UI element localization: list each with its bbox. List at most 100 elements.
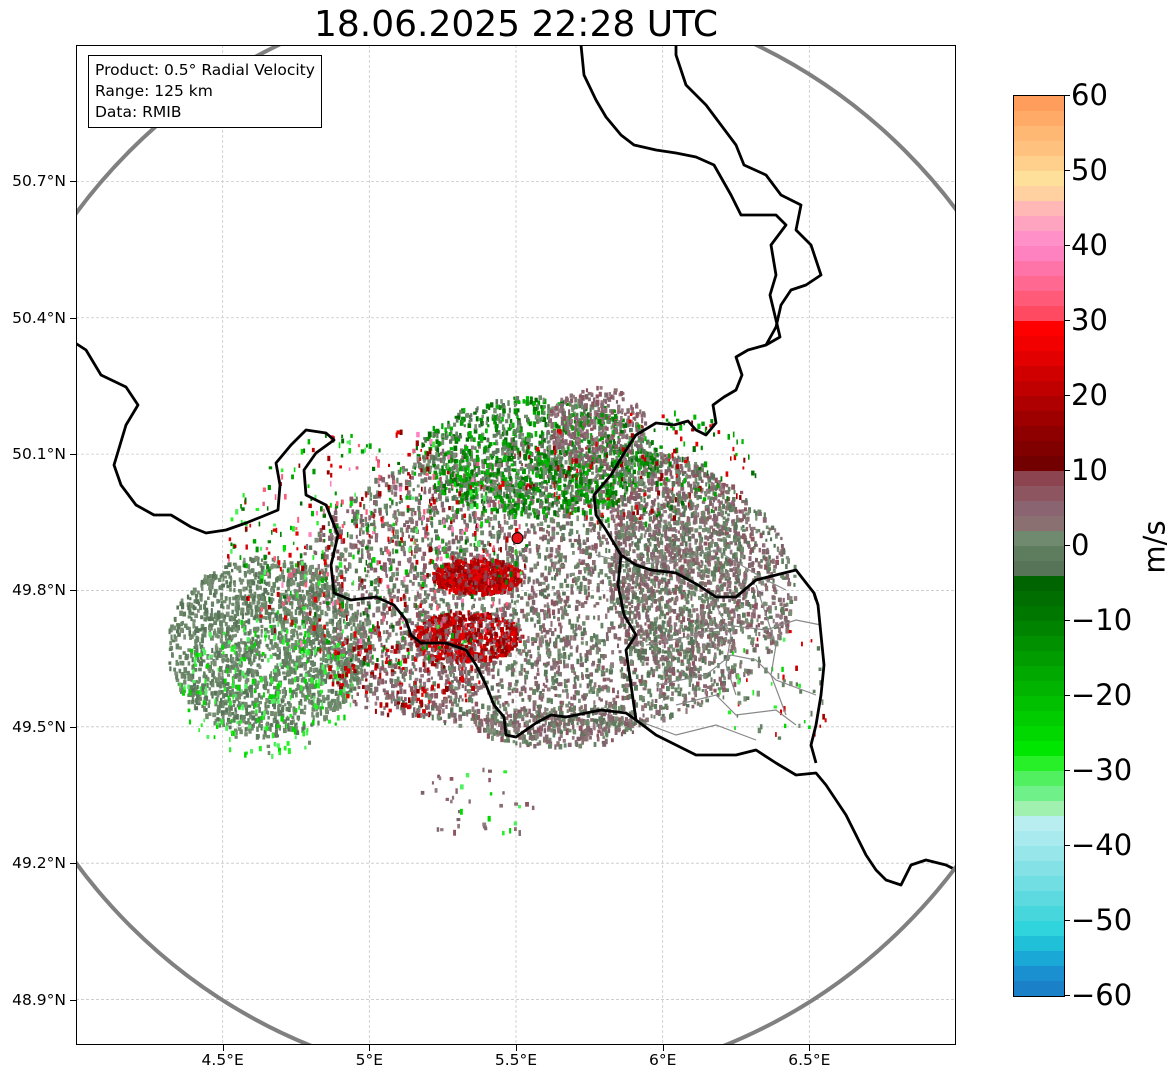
colorbar-tick-label: 50 [1071, 153, 1108, 187]
colorbar-segment [1014, 966, 1064, 981]
x-tick-mark [516, 1045, 517, 1051]
radar-site-marker [511, 532, 524, 545]
colorbar-segment [1014, 861, 1064, 876]
border-lux-south [809, 592, 826, 764]
colorbar-segment [1014, 651, 1064, 666]
colorbar-tick-label: 40 [1071, 228, 1108, 262]
colorbar-segment [1014, 741, 1064, 756]
colorbar-tick-mark [1064, 470, 1070, 471]
colorbar-segment [1014, 426, 1064, 441]
colorbar-tick-label: −30 [1071, 753, 1133, 787]
colorbar-tick-label: −60 [1071, 978, 1133, 1012]
colorbar-segment [1014, 396, 1064, 411]
colorbar-segment [1014, 606, 1064, 621]
x-tick-label: 5°E [355, 1051, 384, 1069]
y-tick-label: 49.5°N [12, 717, 66, 736]
y-tick-mark [70, 317, 76, 319]
colorbar-segment [1014, 576, 1064, 591]
y-tick-mark [70, 999, 76, 1001]
colorbar-segment [1014, 906, 1064, 921]
colorbar-tick-mark [1064, 695, 1070, 696]
colorbar-segment [1014, 816, 1064, 831]
colorbar-tick-mark [1064, 920, 1070, 921]
colorbar-segment [1014, 171, 1064, 186]
colorbar-segment [1014, 516, 1064, 531]
colorbar-segment [1014, 621, 1064, 636]
y-tick-label: 50.7°N [12, 172, 66, 191]
border-lux-fr-de [635, 718, 956, 887]
colorbar-tick-label: −10 [1071, 603, 1133, 637]
colorbar-segment [1014, 156, 1064, 171]
colorbar-segment [1014, 876, 1064, 891]
x-tick-mark [369, 1045, 371, 1051]
colorbar-segment [1014, 561, 1064, 576]
colorbar-segment [1014, 381, 1064, 396]
colorbar-segment [1014, 336, 1064, 351]
colorbar-tick-label: −40 [1071, 828, 1133, 862]
colorbar-segment [1014, 231, 1064, 246]
colorbar-segment [1014, 291, 1064, 306]
map-area[interactable] [76, 45, 956, 1045]
border-luxembourg-germany [620, 553, 818, 601]
colorbar-segment [1014, 726, 1064, 741]
range-label: Range: 125 km [95, 82, 213, 100]
colorbar-segment [1014, 981, 1064, 996]
colorbar-tick-label: 10 [1071, 453, 1108, 487]
colorbar-tick-mark [1064, 95, 1070, 96]
colorbar-segment [1014, 96, 1064, 111]
colorbar-segment [1014, 546, 1064, 561]
colorbar-segment [1014, 891, 1064, 906]
colorbar-segment [1014, 531, 1064, 546]
colorbar-segment [1014, 411, 1064, 426]
y-tick-mark [70, 726, 76, 728]
data-source-label: Data: RMIB [95, 103, 182, 121]
colorbar-tick-mark [1064, 245, 1070, 246]
colorbar-tick-mark [1064, 845, 1070, 846]
colorbar-segment [1014, 276, 1064, 291]
x-tick-label: 6.5°E [788, 1051, 831, 1069]
colorbar-segment [1014, 696, 1064, 711]
colorbar-tick-mark [1064, 320, 1070, 321]
colorbar-segment [1014, 486, 1064, 501]
y-tick-label: 49.2°N [12, 854, 66, 873]
colorbar-tick-label: −50 [1071, 903, 1133, 937]
country-borders [76, 45, 956, 887]
colorbar-segment [1014, 111, 1064, 126]
colorbar-segment [1014, 126, 1064, 141]
colorbar-segment [1014, 141, 1064, 156]
colorbar-tick-label: 30 [1071, 303, 1108, 337]
y-tick-mark [70, 454, 76, 456]
colorbar-tick-mark [1064, 170, 1070, 171]
colorbar-segment [1014, 681, 1064, 696]
colorbar-segment [1014, 441, 1064, 456]
x-tick-mark [662, 1045, 664, 1051]
colorbar-tick-mark [1064, 995, 1070, 996]
colorbar-segment [1014, 261, 1064, 276]
colorbar-segment [1014, 786, 1064, 801]
colorbar-tick-mark [1064, 770, 1070, 771]
colorbar-segment [1014, 246, 1064, 261]
colorbar-segment [1014, 501, 1064, 516]
colorbar-tick-mark [1064, 620, 1070, 621]
radar-map [76, 45, 956, 1045]
colorbar-segment [1014, 201, 1064, 216]
colorbar-segment [1014, 186, 1064, 201]
border-france-belgium [76, 341, 637, 739]
colorbar-segment [1014, 666, 1064, 681]
colorbar-tick-mark [1064, 395, 1070, 396]
border-germany-east [674, 45, 823, 346]
y-tick-label: 50.1°N [12, 445, 66, 464]
colorbar-segment [1014, 216, 1064, 231]
colorbar-tick-label: 0 [1071, 528, 1090, 562]
gridlines [76, 45, 956, 1045]
colorbar-segment [1014, 831, 1064, 846]
colorbar-tick-mark [1064, 545, 1070, 546]
colorbar-tick-label: 60 [1071, 78, 1108, 112]
x-tick-label: 6°E [648, 1051, 677, 1069]
y-tick-mark [70, 590, 76, 592]
y-tick-label: 50.4°N [12, 308, 66, 327]
x-tick-label: 4.5°E [201, 1051, 244, 1069]
colorbar-segment [1014, 771, 1064, 786]
y-tick-label: 49.8°N [12, 581, 66, 600]
colorbar-segment [1014, 366, 1064, 381]
